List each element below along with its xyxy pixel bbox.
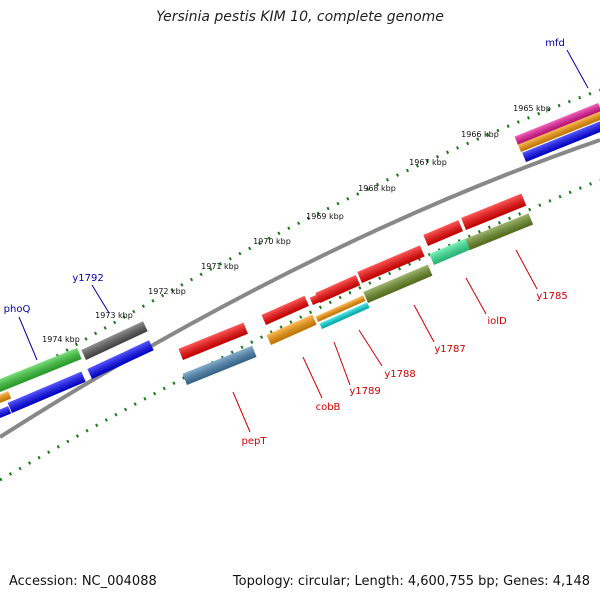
- tick-label: 1966 kbp: [461, 130, 499, 139]
- gene-feature-shade: [461, 193, 527, 230]
- gene-label[interactable]: pepT: [242, 436, 268, 447]
- gene-feature-shade: [315, 275, 361, 303]
- gene-feature-shade: [178, 322, 248, 361]
- gene-feature-shade: [514, 102, 600, 145]
- gene-feature-shade: [0, 406, 12, 418]
- gene-feature-shade: [266, 314, 317, 345]
- tick-label: 1969 kbp: [306, 212, 344, 221]
- tick-label: 1970 kbp: [253, 237, 291, 246]
- tick-label: 1974 kbp: [42, 335, 80, 344]
- gene-label-leader: [91, 284, 110, 314]
- gene-label[interactable]: y1789: [349, 386, 380, 397]
- gene-label-leader: [465, 277, 487, 315]
- tick-label: 1968 kbp: [358, 184, 396, 193]
- gene-label-leader: [333, 341, 351, 386]
- tick-label: 1973 kbp: [95, 311, 133, 320]
- gene-label[interactable]: mfd: [545, 38, 565, 49]
- gene-label-leader: [413, 304, 435, 343]
- gene-label-leader: [566, 49, 589, 89]
- gene-label-leader: [515, 249, 538, 290]
- gene-label-leader: [232, 391, 251, 433]
- gene-feature-shade: [182, 345, 257, 385]
- gene-label[interactable]: y1792: [72, 273, 103, 284]
- gene-label[interactable]: iolD: [487, 316, 507, 327]
- gene-feature-shade: [315, 295, 366, 322]
- gene-label-leader: [18, 316, 38, 361]
- gene-feature-shade: [429, 238, 471, 265]
- gene-feature-shade: [518, 110, 600, 152]
- gene-feature-shade: [7, 371, 86, 413]
- genome-summary-text: Topology: circular; Length: 4,600,755 bp…: [232, 574, 590, 589]
- map-title: Yersinia pestis KIM 10, complete genome: [156, 9, 444, 25]
- gene-label-leader: [358, 329, 383, 367]
- genome-backbone: [0, 138, 600, 439]
- gene-label-leader: [302, 356, 323, 399]
- gene-feature-shade: [465, 213, 534, 250]
- gene-feature-shade: [522, 119, 600, 162]
- gene-label[interactable]: y1788: [384, 369, 415, 380]
- gene-feature-shade: [0, 391, 12, 403]
- gene-feature-shade: [0, 347, 82, 392]
- tick-label: 1972 kbp: [148, 287, 186, 296]
- gene-label[interactable]: cobB: [316, 402, 341, 413]
- gene-feature-shade: [423, 220, 463, 246]
- gene-feature-shade: [357, 245, 425, 283]
- gene-feature-shade: [261, 295, 309, 325]
- tick-label: 1967 kbp: [409, 158, 447, 167]
- gene-feature-shade: [81, 321, 148, 360]
- gene-feature-shade: [363, 264, 433, 303]
- tick-label: 1971 kbp: [201, 262, 239, 271]
- tick-label: 1965 kbp: [513, 104, 551, 113]
- gene-label[interactable]: phoQ: [4, 304, 31, 315]
- gene-feature-shade: [319, 302, 370, 330]
- gene-label[interactable]: y1785: [536, 291, 567, 302]
- gene-label[interactable]: y1787: [434, 344, 465, 355]
- accession-text: Accession: NC_004088: [9, 574, 157, 589]
- outer-tick-arc: [0, 88, 600, 392]
- gene-feature-shade: [87, 340, 154, 379]
